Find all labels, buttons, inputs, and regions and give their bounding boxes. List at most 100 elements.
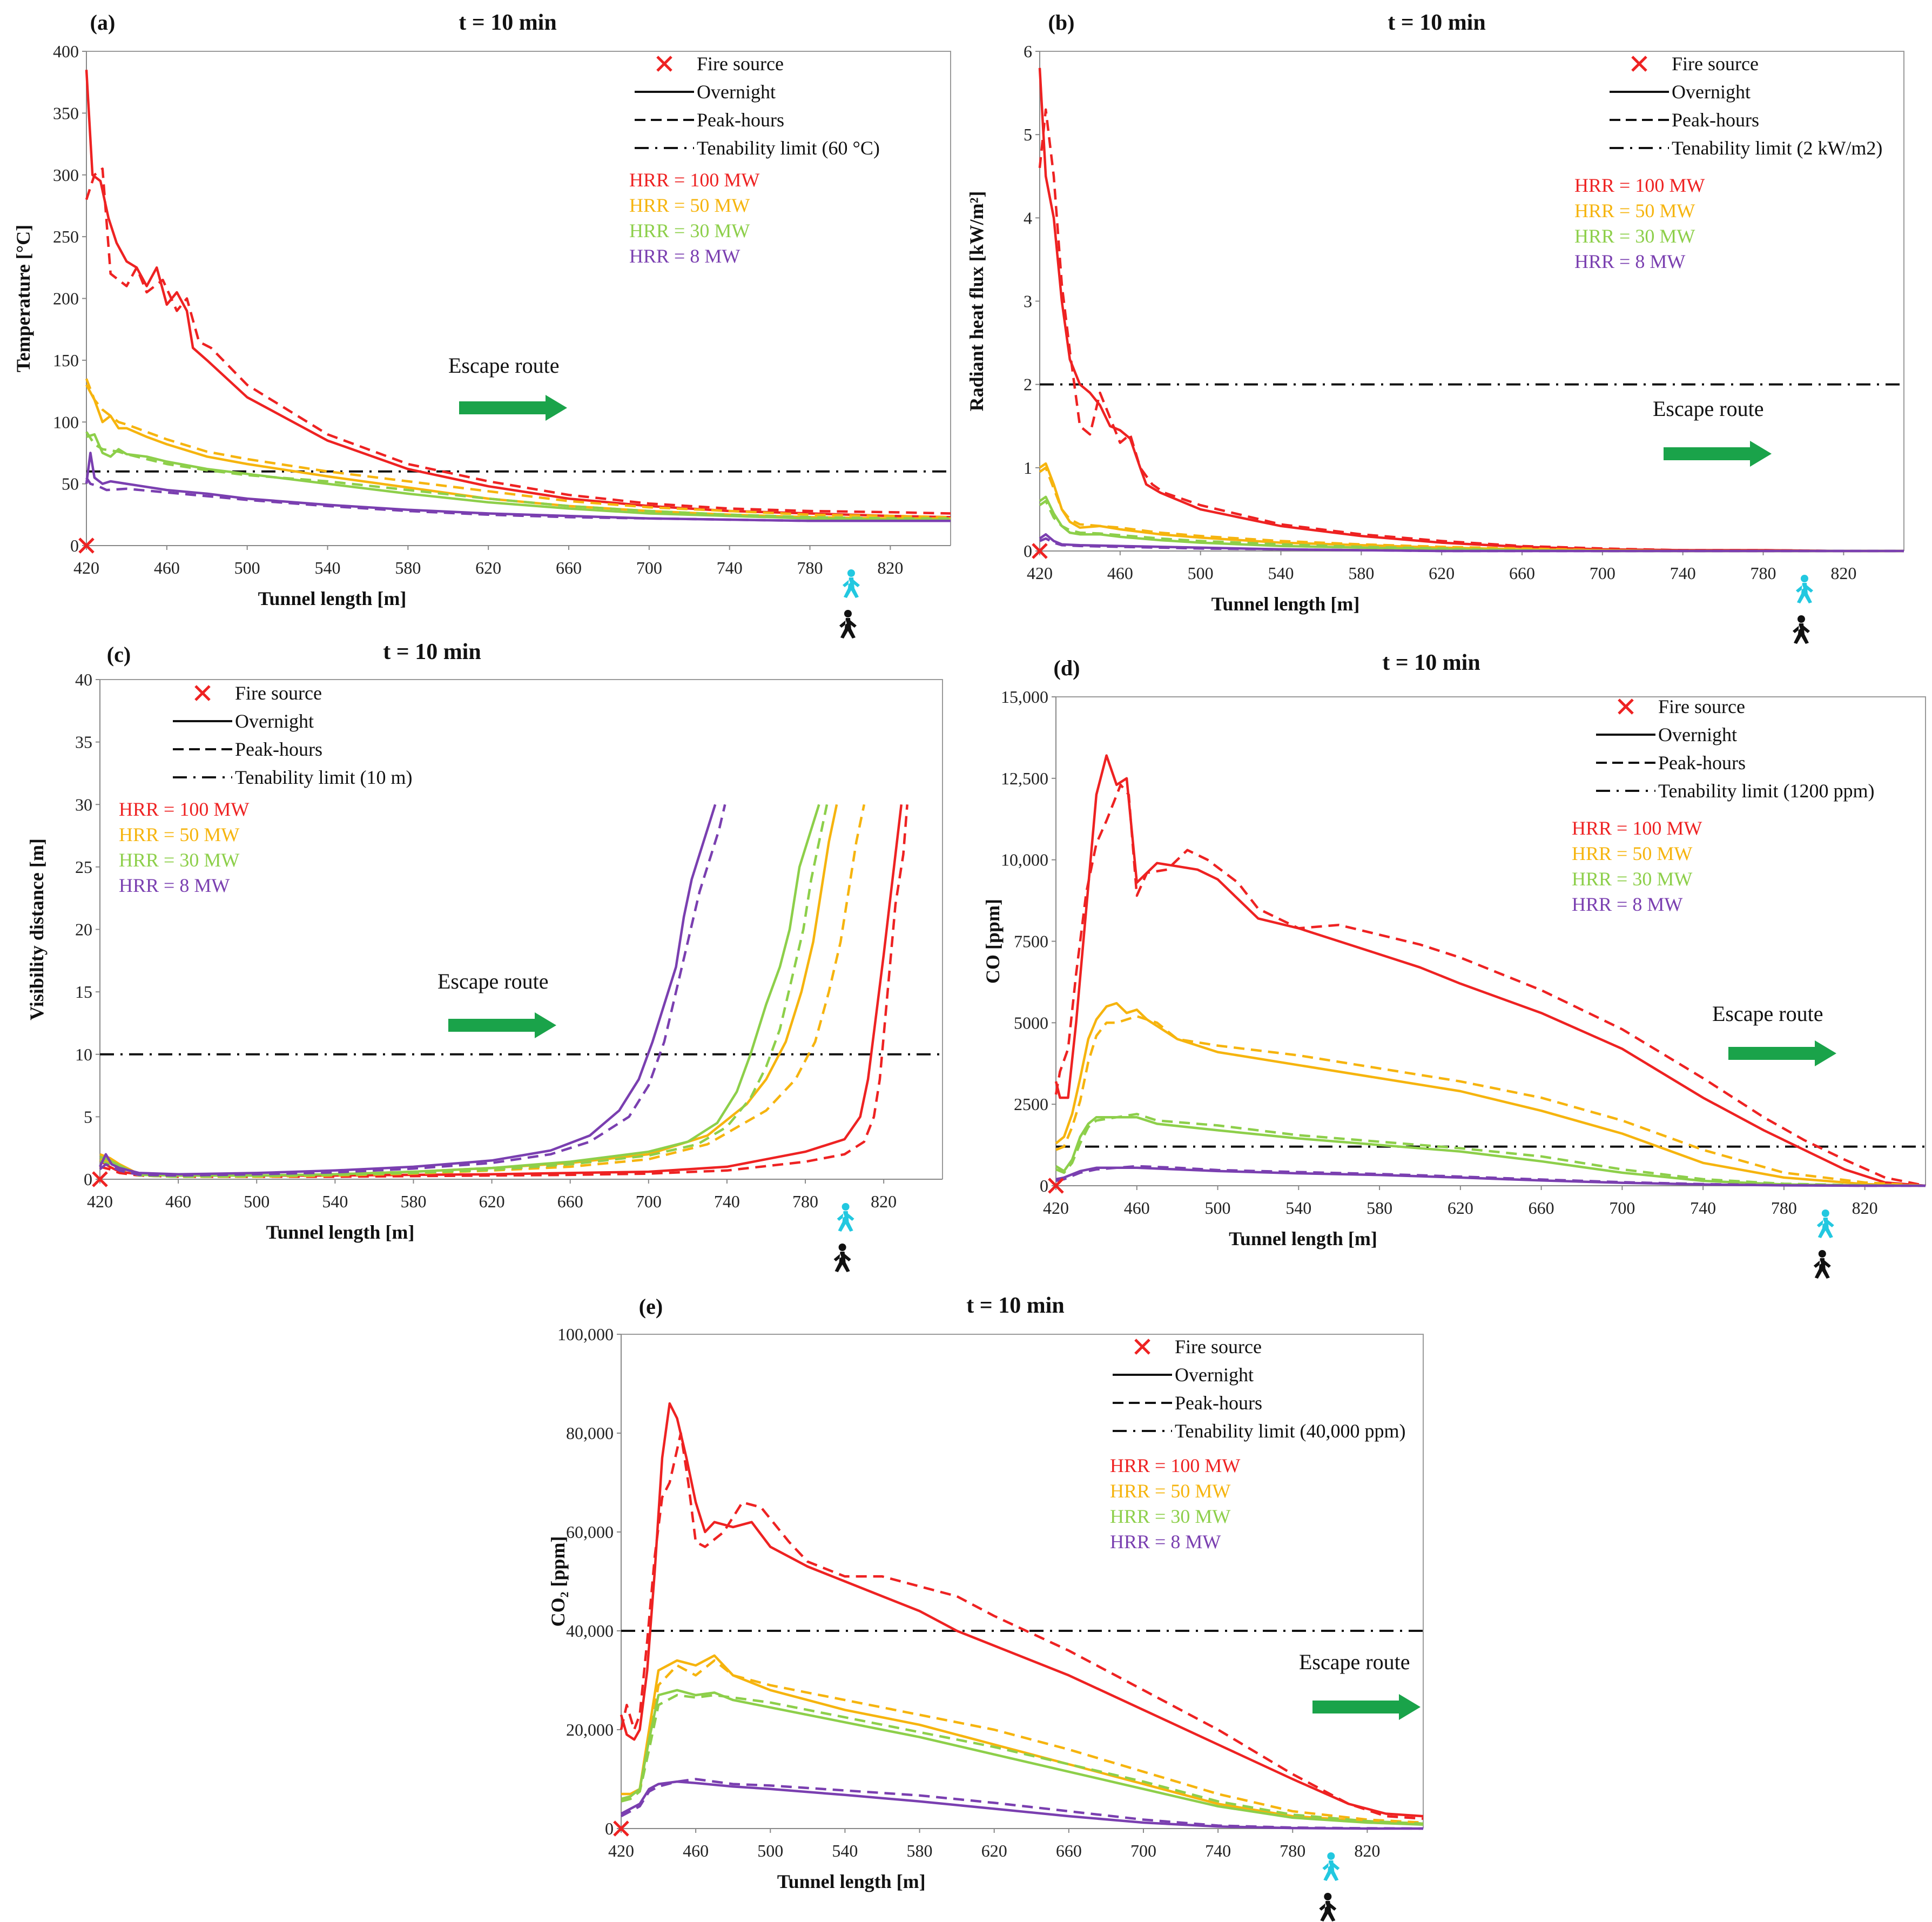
panel-title: t = 10 min [966,1293,1064,1318]
legend-hrr-0: HRR = 100 MW [1574,174,1705,196]
y-tick-label: 100 [53,412,79,432]
running-person-icon-head [1821,1209,1829,1217]
legend-hrr-2: HRR = 30 MW [1574,225,1695,247]
y-tick-label: 2500 [1014,1094,1048,1114]
y-axis-title: CO₂ [ppm] [547,1536,569,1627]
series-overnight-line [85,384,951,520]
x-tick-label: 660 [1529,1198,1554,1218]
running-person-icon [842,569,860,598]
walking-person-icon-head [844,610,852,617]
series-overnight-line [1054,754,1926,1187]
y-tick-label: 0 [84,1170,92,1189]
y-tick-label: 15,000 [1001,687,1048,707]
series-overnight-line [85,452,951,522]
walking-person-icon-head [1818,1250,1826,1258]
panel-label: (c) [107,642,131,667]
x-tick-label: 780 [1280,1841,1305,1860]
x-tick-label: 540 [832,1841,858,1860]
y-tick-label: 30 [75,795,92,814]
legend-hrr-3: HRR = 8 MW [119,875,230,896]
legend-hrr-1: HRR = 50 MW [119,824,239,845]
y-tick-label: 35 [75,732,92,752]
walking-person-icon-head [1324,1893,1332,1900]
running-person-icon-body [1322,1860,1340,1881]
x-tick-label: 420 [1043,1198,1069,1218]
plot-frame [1056,696,1926,1186]
legend-fire-icon [656,56,672,72]
series-peak-hours-line [621,1693,1424,1825]
y-axis-title: Radiant heat flux [kW/m²] [966,191,987,412]
running-person-icon-body [1816,1218,1834,1238]
legend-tenability-limit: Tenability limit (10 m) [235,767,412,788]
y-axis-title: Visibility distance [m] [26,838,48,1020]
series-peak-hours-line [1055,1113,1926,1187]
running-person-icon-head [842,1203,850,1211]
fire-source-marker [613,1820,629,1837]
running-person-icon-body [837,1211,854,1232]
walking-person-icon-body [833,1252,851,1272]
legend: Fire source Overnight Peak-hours Tenability… [1572,696,1874,915]
y-tick-label: 4 [1024,208,1032,227]
running-person-icon-head [1800,575,1808,582]
y-tick-label: 150 [53,351,79,370]
x-axis-title: Tunnel length [m] [258,588,407,609]
chart-panel-a: 420 460 500 540 580 620 660 700 740 780 820 0 50 100 1… [12,10,951,639]
x-tick-label: 780 [792,1192,818,1211]
escape-route-label: Escape route [437,969,548,993]
fire-source-marker [1032,543,1048,559]
legend-hrr-3: HRR = 8 MW [1574,251,1685,272]
escape-route-arrow [1728,1040,1836,1066]
legend-peak-hours: Peak-hours [235,738,322,760]
y-tick-label: 40,000 [566,1621,614,1641]
escape-route-label: Escape route [1299,1650,1410,1674]
x-tick-label: 460 [683,1841,709,1860]
legend-hrr-1: HRR = 50 MW [1572,843,1692,864]
x-tick-label: 420 [87,1192,113,1211]
y-tick-label: 40 [75,670,92,689]
legend-hrr-0: HRR = 100 MW [629,169,759,191]
x-tick-label: 740 [714,1192,740,1211]
legend-hrr-2: HRR = 30 MW [1110,1506,1230,1527]
x-tick-label: 420 [608,1841,634,1860]
x-tick-label: 460 [165,1192,191,1211]
y-tick-label: 1 [1024,458,1032,478]
x-tick-label: 500 [234,558,260,577]
x-tick-label: 500 [1205,1198,1231,1218]
series-overnight-line [1055,1116,1926,1187]
walking-person-icon [839,610,857,639]
plot-frame [1040,51,1904,551]
x-tick-label: 820 [871,1192,897,1211]
legend: Fire source Overnight Peak-hours Tenability… [629,53,880,267]
x-tick-label: 700 [1609,1198,1635,1218]
y-tick-label: 15 [75,982,92,1002]
series-peak-hours-line [85,167,951,515]
walking-person-icon [1319,1893,1337,1921]
legend-hrr-2: HRR = 30 MW [119,849,239,871]
y-tick-label: 350 [53,103,79,123]
x-tick-label: 540 [1285,1198,1311,1218]
panel-label: (b) [1048,10,1075,35]
y-tick-label: 5000 [1014,1013,1048,1032]
fire-source-marker [78,537,95,554]
legend-overnight: Overnight [697,81,776,103]
x-tick-label: 660 [556,558,582,577]
chart-panel-d: 420 460 500 540 580 620 660 700 740 780 820 0 2500 50… [982,650,1926,1279]
x-axis-title: Tunnel length [m] [1211,593,1360,615]
running-person-icon [1795,575,1813,603]
y-tick-label: 200 [53,289,79,308]
legend-hrr-3: HRR = 8 MW [1572,893,1682,915]
x-tick-label: 700 [1590,563,1615,583]
series-peak-hours-line [1038,108,1904,553]
y-tick-label: 20 [75,920,92,939]
running-person-icon-head [1327,1852,1335,1860]
legend-fire-source: Fire source [235,682,322,704]
legend-hrr-3: HRR = 8 MW [1110,1531,1221,1553]
legend-fire-source: Fire source [1672,53,1759,75]
x-tick-label: 820 [1354,1841,1380,1860]
panel-label: (e) [639,1294,663,1319]
x-tick-label: 580 [1366,1198,1392,1218]
legend-peak-hours: Peak-hours [1658,752,1746,774]
legend-overnight: Overnight [1658,724,1737,745]
walking-person-icon-body [839,618,857,639]
y-tick-label: 400 [53,42,79,61]
